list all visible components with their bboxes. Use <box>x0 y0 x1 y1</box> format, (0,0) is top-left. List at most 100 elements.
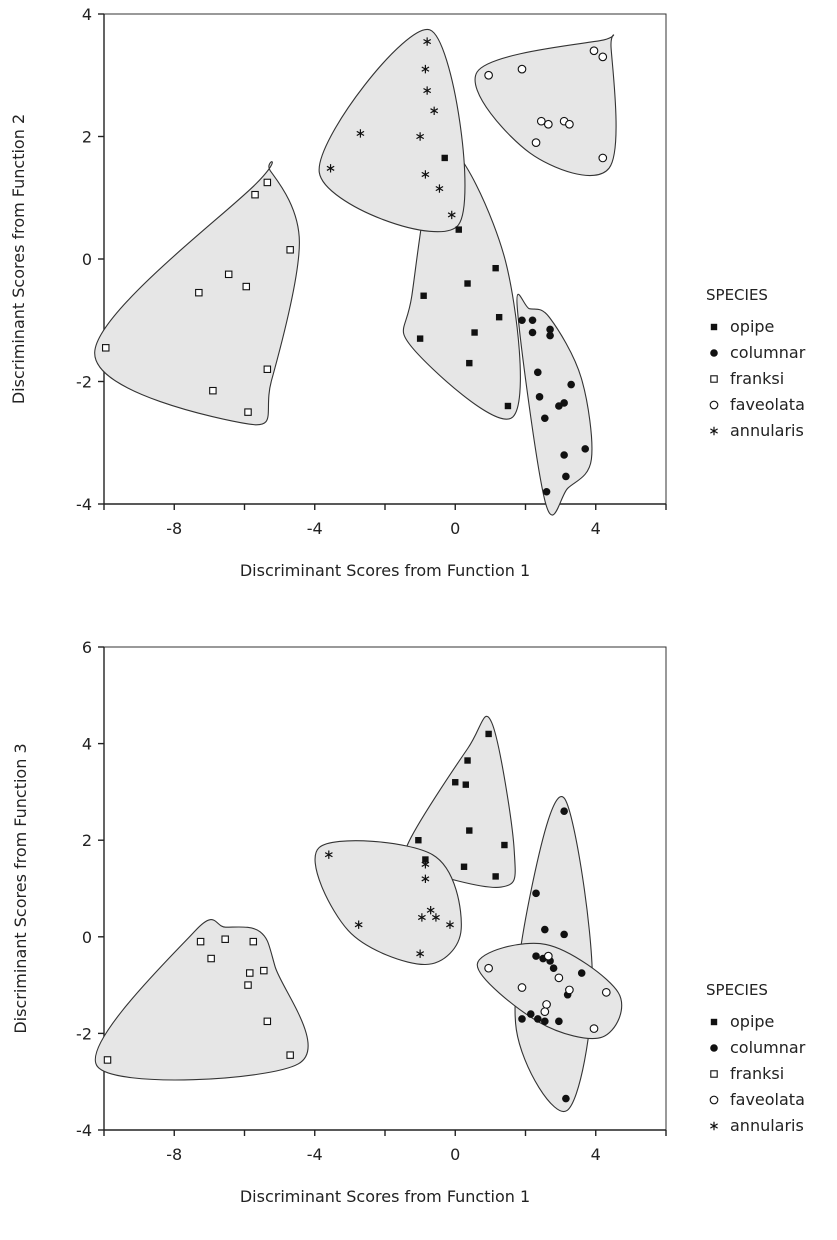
legend-marker-annularis <box>710 1121 718 1131</box>
point-faveolata <box>543 119 553 129</box>
point-annularis <box>417 913 426 922</box>
point-opipe <box>422 856 429 863</box>
point-faveolata <box>536 116 546 126</box>
point-opipe <box>464 280 471 287</box>
y-tick-label: -4 <box>76 1121 92 1140</box>
point-columnar <box>518 1015 526 1023</box>
point-columnar <box>532 889 540 898</box>
x-axis-title: Discriminant Scores from Function 1 <box>240 561 530 580</box>
point-opipe <box>466 359 473 367</box>
y-tick-label: 2 <box>82 128 92 147</box>
point-faveolata <box>565 119 574 129</box>
point-opipe <box>492 264 499 272</box>
point-opipe <box>471 329 478 336</box>
point-opipe <box>492 873 499 880</box>
point-columnar <box>560 451 568 459</box>
point-columnar <box>541 414 549 423</box>
legend-label-opipe: opipe <box>730 1012 774 1031</box>
point-annularis <box>421 874 430 884</box>
legend-marker-franksi <box>710 1070 718 1078</box>
point-franksi <box>244 981 252 989</box>
point-opipe <box>504 402 512 410</box>
point-columnar <box>541 925 549 934</box>
cluster-hull-annularis <box>314 840 462 966</box>
point-faveolata <box>565 985 574 995</box>
point-faveolata <box>484 70 493 80</box>
point-franksi <box>246 969 254 977</box>
point-annularis <box>447 210 456 220</box>
y-tick-label: 0 <box>82 250 92 269</box>
point-franksi <box>260 966 268 975</box>
y-tick-label: -2 <box>76 1024 92 1043</box>
cluster-hull-faveolata <box>474 34 617 177</box>
x-tick-label: -4 <box>307 519 323 538</box>
point-opipe <box>462 781 469 788</box>
point-columnar <box>549 964 558 972</box>
y-tick-label: 2 <box>82 831 92 850</box>
point-annularis <box>446 920 454 929</box>
x-tick-label: 4 <box>591 519 601 538</box>
point-columnar <box>546 325 554 334</box>
point-columnar <box>555 1017 563 1026</box>
point-annularis <box>356 129 365 138</box>
legend-marker-faveolata <box>709 1095 719 1105</box>
point-faveolata <box>484 963 493 973</box>
point-franksi <box>102 344 110 352</box>
legend-label-annularis: annularis <box>730 421 804 440</box>
point-columnar <box>528 328 537 337</box>
point-franksi <box>263 178 272 187</box>
point-faveolata <box>531 138 541 147</box>
legend-marker-columnar <box>710 1044 718 1052</box>
legend-label-faveolata: faveolata <box>730 395 805 414</box>
cluster-hull-annularis <box>318 29 466 233</box>
point-franksi <box>195 288 203 297</box>
point-franksi <box>286 1051 294 1059</box>
point-opipe <box>455 226 462 233</box>
point-opipe <box>485 730 492 738</box>
legend-marker-columnar <box>710 349 718 357</box>
point-columnar <box>560 930 568 939</box>
point-annularis <box>423 37 432 46</box>
point-opipe <box>460 863 468 870</box>
legend-marker-faveolata <box>709 400 719 410</box>
point-opipe <box>416 335 424 342</box>
x-axis-title: Discriminant Scores from Function 1 <box>240 1187 530 1206</box>
cluster-hull-franksi <box>94 919 309 1081</box>
point-columnar <box>533 1015 542 1023</box>
y-tick-label: 6 <box>82 638 92 657</box>
legend-title: SPECIES <box>706 981 768 999</box>
point-franksi <box>242 282 251 291</box>
point-opipe <box>441 154 448 162</box>
point-columnar <box>567 380 575 389</box>
legend-marker-opipe <box>710 323 718 331</box>
point-opipe <box>420 292 427 299</box>
y-tick-label: 4 <box>82 5 92 24</box>
point-faveolata <box>598 52 608 62</box>
legend-label-opipe: opipe <box>730 317 774 336</box>
legend-title: SPECIES <box>706 286 768 304</box>
point-columnar <box>562 1094 570 1103</box>
point-opipe <box>464 757 471 764</box>
point-columnar <box>577 969 586 977</box>
y-tick-label: -4 <box>76 495 92 514</box>
point-columnar <box>528 316 537 325</box>
x-tick-label: -4 <box>307 1145 323 1164</box>
y-tick-label: 4 <box>82 735 92 754</box>
point-annularis <box>416 949 425 958</box>
point-columnar <box>541 1017 549 1026</box>
point-columnar <box>535 393 544 401</box>
point-columnar <box>555 402 563 410</box>
point-annularis <box>435 184 444 193</box>
point-faveolata <box>601 987 611 997</box>
cluster-hull-columnar <box>516 293 593 516</box>
legend-label-columnar: columnar <box>730 343 806 362</box>
point-franksi <box>103 1056 112 1064</box>
point-opipe <box>452 779 459 786</box>
point-annularis <box>426 906 435 915</box>
point-franksi <box>196 937 205 946</box>
point-franksi <box>207 954 215 963</box>
point-faveolata <box>517 983 527 992</box>
point-annularis <box>326 164 335 173</box>
point-columnar <box>562 472 570 481</box>
point-opipe <box>495 313 503 321</box>
